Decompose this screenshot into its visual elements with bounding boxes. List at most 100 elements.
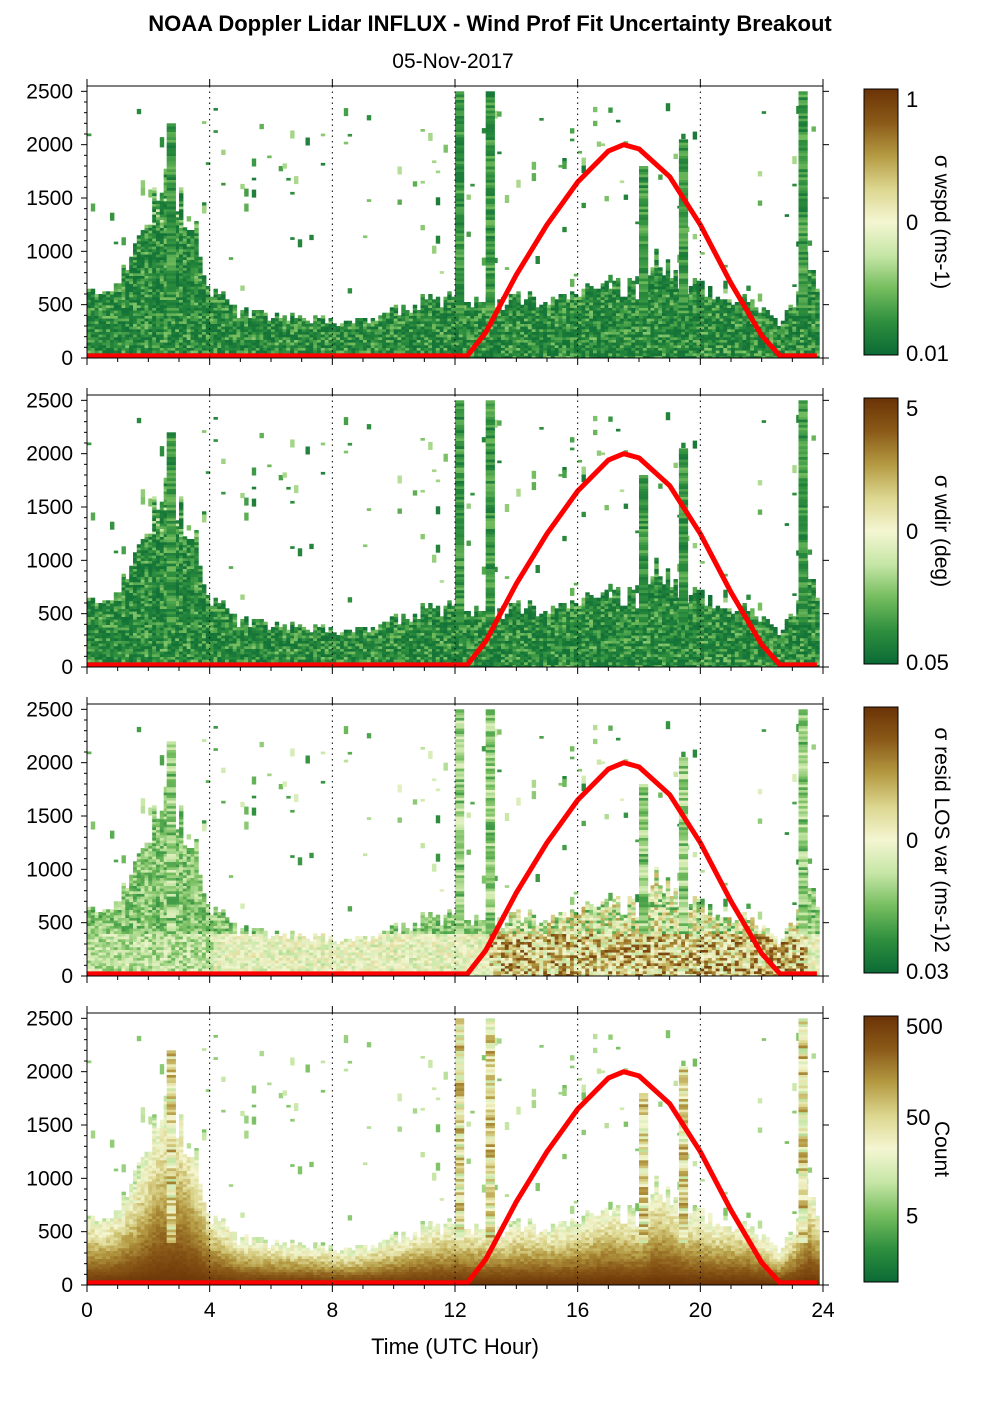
heatmap-cell [393, 326, 399, 330]
heatmap-cell [623, 336, 629, 340]
heatmap-cell [117, 294, 123, 298]
heatmap-cell [447, 344, 452, 348]
heatmap-cell [412, 312, 418, 316]
heatmap-cell [485, 264, 495, 268]
heatmap-cell [294, 334, 299, 338]
heatmap-cell [424, 307, 429, 311]
heatmap-cell [524, 310, 529, 314]
heatmap-cell [259, 331, 264, 335]
heatmap-cell [662, 334, 667, 338]
heatmap-cell [159, 323, 165, 327]
heatmap-cell [723, 299, 728, 303]
heatmap-cell [811, 302, 816, 306]
heatmap-cell [106, 299, 111, 303]
heatmap-cell [734, 312, 740, 316]
heatmap-cell [485, 339, 491, 343]
heatmap-cell [616, 331, 621, 335]
heatmap-cell [428, 318, 433, 322]
heatmap-cell [596, 296, 602, 300]
heatmap-cell [746, 347, 751, 351]
heatmap-cell [512, 342, 517, 346]
heatmap-cell [140, 243, 146, 247]
heatmap-cell [750, 344, 755, 348]
heatmap-cell [117, 318, 123, 322]
heatmap-cell [389, 339, 395, 343]
heatmap-cell [650, 288, 655, 292]
heatmap-cell [466, 302, 471, 306]
heatmap-cell [152, 187, 157, 191]
heatmap-cell [297, 347, 303, 351]
heatmap-cell [129, 296, 134, 300]
heatmap-cell [428, 350, 433, 354]
heatmap-cell [811, 326, 816, 330]
heatmap-cell [600, 331, 606, 335]
heatmap-cell [508, 344, 514, 348]
heatmap-cell [650, 275, 655, 279]
heatmap-cell [688, 352, 694, 356]
heatmap-cell [409, 344, 414, 348]
heatmap-cell [121, 275, 126, 279]
heatmap-cell [182, 235, 188, 239]
heatmap-cell [443, 344, 448, 348]
heatmap-cell [608, 307, 613, 311]
heatmap-cell [163, 331, 169, 335]
heatmap-cell [209, 310, 215, 314]
heatmap-cell [658, 344, 663, 348]
heatmap-cell [650, 296, 655, 300]
heatmap-cell [232, 336, 238, 340]
heatmap-cell [658, 315, 663, 319]
heatmap-cell [324, 323, 330, 327]
heatmap-cell [654, 336, 659, 340]
heatmap-cell [800, 339, 805, 343]
heatmap-cell [803, 318, 809, 322]
heatmap-cell [159, 339, 165, 343]
heatmap-cell [754, 331, 759, 335]
heatmap-cell [677, 355, 682, 358]
heatmap-cell [382, 328, 387, 332]
heatmap-cell [251, 320, 257, 324]
heatmap-cell [604, 296, 609, 300]
heatmap-cell [642, 318, 648, 322]
heatmap-cell [221, 323, 226, 327]
heatmap-cell [738, 347, 744, 351]
heatmap-cell [719, 302, 724, 306]
heatmap-cell [144, 283, 149, 287]
heatmap-cell [593, 328, 598, 332]
heatmap-cell [604, 288, 609, 292]
heatmap-cell [600, 334, 606, 338]
heatmap-cell [271, 344, 276, 348]
heatmap-cell [236, 334, 241, 338]
heatmap-cell [512, 334, 517, 338]
heatmap-cell [616, 310, 621, 314]
heatmap-cell [405, 336, 410, 340]
heatmap-cell [278, 350, 284, 354]
heatmap-cell [251, 328, 257, 332]
heatmap-cell [455, 315, 460, 319]
heatmap-cell [190, 336, 195, 340]
heatmap-cell [493, 328, 498, 332]
heatmap-cell [562, 347, 567, 351]
heatmap-cell [447, 291, 452, 295]
heatmap-cell [144, 315, 149, 319]
heatmap-cell [205, 328, 211, 332]
heatmap-cell [140, 270, 146, 274]
heatmap-cell [723, 318, 728, 322]
heatmap-cell [121, 237, 126, 246]
heatmap-cell [401, 326, 406, 330]
heatmap-cell [156, 280, 161, 284]
heatmap-cell [301, 331, 307, 335]
heatmap-cell [554, 312, 560, 316]
heatmap-cell [547, 310, 552, 314]
heatmap-cell [616, 291, 621, 295]
heatmap-cell [324, 334, 330, 338]
heatmap-cell [543, 342, 548, 346]
heatmap-cell [363, 328, 368, 332]
heatmap-cell [156, 275, 161, 279]
heatmap-cell [570, 336, 575, 340]
heatmap-cell [140, 256, 146, 260]
heatmap-cell [497, 318, 502, 322]
heatmap-cell [182, 310, 188, 314]
heatmap-cell [535, 342, 540, 346]
heatmap-cell [129, 350, 134, 354]
heatmap-cell [148, 286, 153, 290]
